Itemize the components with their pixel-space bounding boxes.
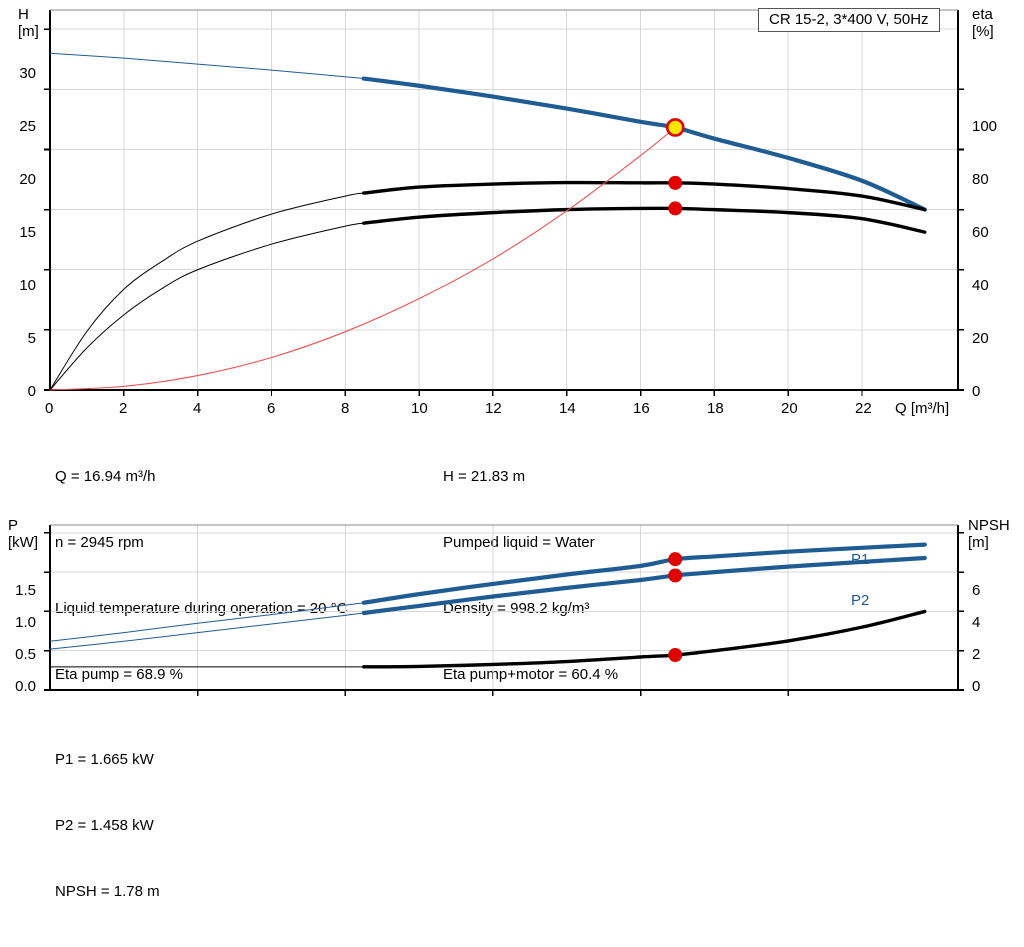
lower-y2tick-2: 2 (972, 646, 981, 663)
upper-ytick-0: 0 (27, 383, 36, 400)
upper-xtick-4: 4 (193, 400, 202, 417)
duty-info-right: H = 21.83 m Pumped liquid = Water Densit… (443, 422, 618, 730)
upper-x-axis-label: Q [m³/h] (895, 400, 950, 417)
power-info-p2: P2 = 1.458 kW (55, 817, 154, 834)
upper-y2tick-80: 80 (972, 171, 989, 188)
duty-info-liquid: Pumped liquid = Water (443, 534, 595, 551)
upper-xtick-0: 0 (45, 400, 54, 417)
upper-y2tick-20: 20 (972, 330, 989, 347)
upper-ytick-10: 10 (19, 277, 36, 294)
p2-series-label: P2 (851, 592, 870, 609)
duty-info-density: Density = 998.2 kg/m³ (443, 600, 590, 617)
lower-y2tick-6: 6 (972, 582, 981, 599)
pump-curve-sheet: CR 15-2, 3*400 V, 50Hz H [m] eta [%] 0 5… (0, 0, 1024, 900)
upper-xtick-6: 6 (267, 400, 276, 417)
upper-plot-area (44, 9, 964, 396)
upper-xtick-20: 20 (781, 400, 798, 417)
duty-info-left: Q = 16.94 m³/h n = 2945 rpm Liquid tempe… (55, 422, 347, 730)
upper-xtick-2: 2 (119, 400, 128, 417)
duty-info-etamotor: Eta pump+motor = 60.4 % (443, 666, 619, 683)
duty-info-temp: Liquid temperature during operation = 20… (55, 600, 348, 617)
upper-xtick-22: 22 (855, 400, 872, 417)
upper-ytick-5: 5 (27, 330, 36, 347)
lower-y2tick-0: 0 (972, 678, 981, 695)
p1-series-label: P1 (851, 551, 870, 568)
upper-xtick-14: 14 (559, 400, 576, 417)
power-info-p1: P1 = 1.665 kW (55, 751, 154, 768)
upper-ytick-30: 30 (19, 65, 36, 82)
power-npsh-chart: P [kW] NPSH [m] 0.0 0.5 1.0 1.5 0 2 4 6 … (0, 515, 1024, 705)
upper-left-axis-title: H [m] (18, 6, 39, 40)
duty-info-q: Q = 16.94 m³/h (55, 468, 156, 485)
lower-right-axis-title: NPSH [m] (968, 517, 1010, 551)
lower-plot-area (44, 524, 964, 696)
lower-left-axis-title: P [kW] (8, 517, 38, 551)
upper-y2tick-100: 100 (972, 118, 998, 135)
lower-ytick-15: 1.5 (15, 582, 36, 599)
upper-xtick-18: 18 (707, 400, 724, 417)
duty-info-h: H = 21.83 m (443, 468, 526, 485)
upper-y2tick-40: 40 (972, 277, 989, 294)
upper-ytick-20: 20 (19, 171, 36, 188)
upper-right-axis-title: eta [%] (972, 6, 994, 40)
duty-info-eta: Eta pump = 68.9 % (55, 666, 183, 683)
upper-xtick-8: 8 (341, 400, 350, 417)
upper-xtick-10: 10 (411, 400, 428, 417)
power-info-npsh: NPSH = 1.78 m (55, 883, 160, 900)
head-eta-chart: H [m] eta [%] 0 5 10 15 20 25 30 0 20 40… (0, 0, 1024, 420)
lower-ytick-05: 0.5 (15, 646, 36, 663)
duty-info-n: n = 2945 rpm (55, 534, 144, 551)
upper-y2tick-60: 60 (972, 224, 989, 241)
power-info-block: P1 = 1.665 kW P2 = 1.458 kW NPSH = 1.78 … (55, 705, 160, 947)
lower-ytick-00: 0.0 (15, 678, 36, 695)
lower-y2tick-4: 4 (972, 614, 981, 631)
upper-xtick-12: 12 (485, 400, 502, 417)
pump-model-title: CR 15-2, 3*400 V, 50Hz (758, 8, 940, 32)
upper-ytick-15: 15 (19, 224, 36, 241)
lower-ytick-10: 1.0 (15, 614, 36, 631)
upper-y2tick-0: 0 (972, 383, 981, 400)
upper-ytick-25: 25 (19, 118, 36, 135)
upper-xtick-16: 16 (633, 400, 650, 417)
